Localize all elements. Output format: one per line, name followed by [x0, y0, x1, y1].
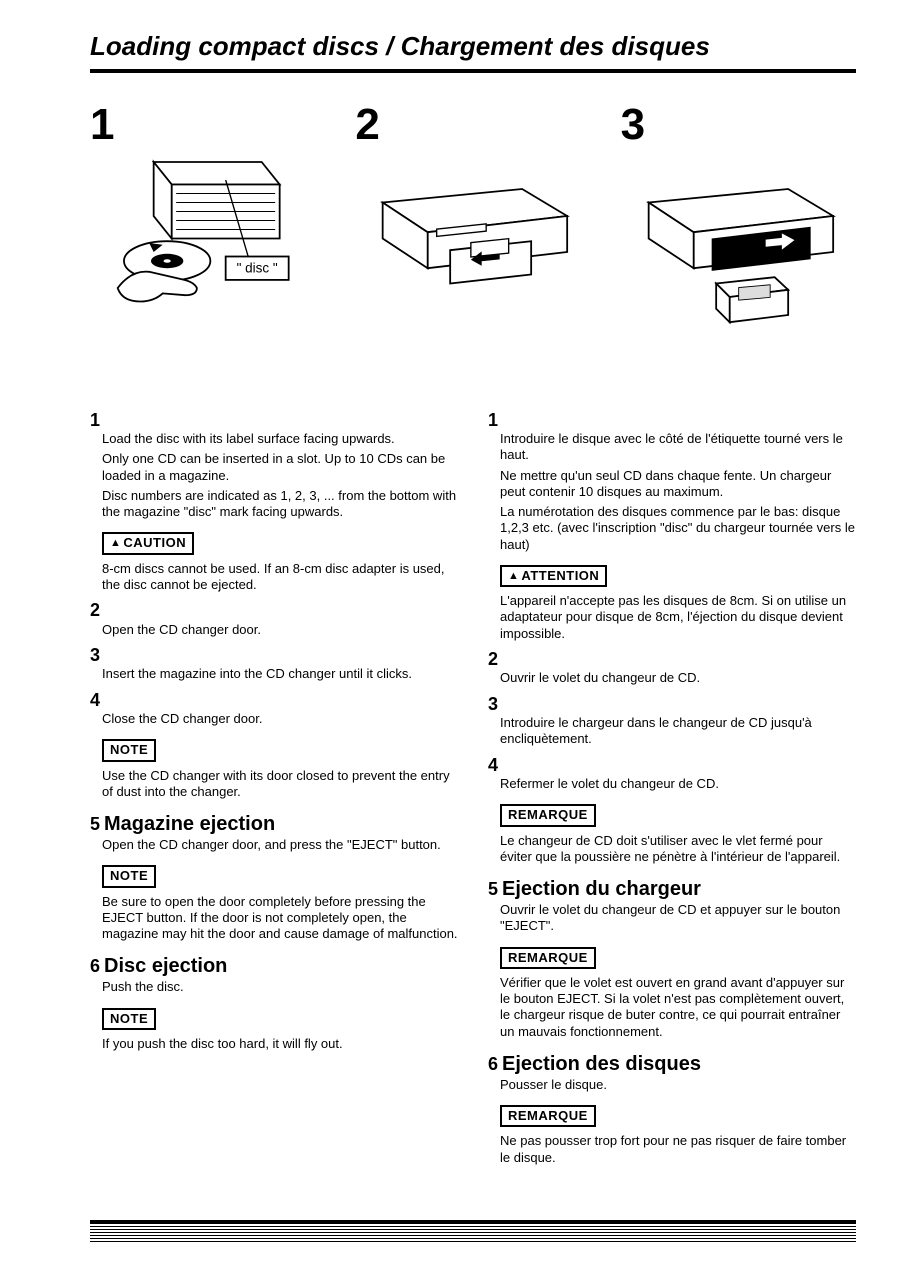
english-column: 1 Load the disc with its label surface f…: [90, 403, 458, 1170]
french-column: 1 Introduire le disque avec le côté de l…: [488, 403, 856, 1170]
fr-step6-text: Pousser le disque.: [500, 1077, 856, 1093]
en-step2-text: Open the CD changer door.: [102, 622, 458, 638]
fr-step5-head: Ejection du chargeur: [502, 877, 701, 902]
figure-2-illustration: [355, 153, 590, 333]
figure-1-number: 1: [90, 103, 325, 147]
en-note3-text: If you push the disc too hard, it will f…: [102, 1036, 458, 1052]
en-step6-num: 6: [90, 955, 100, 978]
note1-badge: NOTE: [102, 739, 156, 761]
remarque3-badge: REMARQUE: [500, 1105, 596, 1127]
fr-step6-head: Ejection des disques: [502, 1052, 701, 1077]
remarque2-badge: REMARQUE: [500, 947, 596, 969]
fr-step1-p3: La numérotation des disques commence par…: [500, 504, 856, 553]
note2-badge: NOTE: [102, 865, 156, 887]
text-columns: 1 Load the disc with its label surface f…: [90, 403, 856, 1170]
caution-badge: CAUTION: [102, 532, 194, 554]
figure-2: 2: [355, 103, 590, 333]
note3-badge: NOTE: [102, 1008, 156, 1030]
en-note2-text: Be sure to open the door completely befo…: [102, 894, 458, 943]
figure-3: 3: [621, 103, 856, 333]
footer-scan-artifact: [90, 1220, 856, 1242]
en-step4-num: 4: [90, 689, 458, 712]
en-step3-num: 3: [90, 644, 458, 667]
fr-step2-num: 2: [488, 648, 856, 671]
en-step5-head: Magazine ejection: [104, 812, 275, 837]
fr-step2-text: Ouvrir le volet du changeur de CD.: [500, 670, 856, 686]
fr-step3-text: Introduire le chargeur dans le changeur …: [500, 715, 856, 748]
en-step1-p2: Only one CD can be inserted in a slot. U…: [102, 451, 458, 484]
fr-step3-num: 3: [488, 693, 856, 716]
attention-badge: ATTENTION: [500, 565, 607, 587]
figure-1: 1 " disc ": [90, 103, 325, 333]
en-step2-num: 2: [90, 599, 458, 622]
fr-rem2-text: Vérifier que le volet est ouvert en gran…: [500, 975, 856, 1040]
disc-label-text: " disc ": [237, 260, 278, 275]
en-step5-num: 5: [90, 813, 100, 836]
fr-step1-p2: Ne mettre qu'un seul CD dans chaque fent…: [500, 468, 856, 501]
fr-rem1-text: Le changeur de CD doit s'utiliser avec l…: [500, 833, 856, 866]
en-step1-p1: Load the disc with its label surface fac…: [102, 431, 458, 447]
page-title: Loading compact discs / Chargement des d…: [90, 30, 856, 73]
en-step6-head: Disc ejection: [104, 954, 227, 979]
en-caution-text: 8-cm discs cannot be used. If an 8-cm di…: [102, 561, 458, 594]
remarque1-badge: REMARQUE: [500, 804, 596, 826]
figures-row: 1 " disc " 2: [90, 103, 856, 333]
en-step6-text: Push the disc.: [102, 979, 458, 995]
fr-step1-p1: Introduire le disque avec le côté de l'é…: [500, 431, 856, 464]
fr-rem3-text: Ne pas pousser trop fort pour ne pas ris…: [500, 1133, 856, 1166]
figure-3-number: 3: [621, 103, 856, 147]
en-step1-p3: Disc numbers are indicated as 1, 2, 3, .…: [102, 488, 458, 521]
fr-step4-text: Refermer le volet du changeur de CD.: [500, 776, 856, 792]
en-step1-num: 1: [90, 409, 458, 432]
en-step3-text: Insert the magazine into the CD changer …: [102, 666, 458, 682]
fr-step1-num: 1: [488, 409, 856, 432]
fr-attention-text: L'appareil n'accepte pas les disques de …: [500, 593, 856, 642]
figure-2-number: 2: [355, 103, 590, 147]
en-step5-text: Open the CD changer door, and press the …: [102, 837, 458, 853]
figure-3-illustration: [621, 153, 856, 333]
en-note1-text: Use the CD changer with its door closed …: [102, 768, 458, 801]
fr-step4-num: 4: [488, 754, 856, 777]
fr-step5-num: 5: [488, 878, 498, 901]
fr-step6-num: 6: [488, 1053, 498, 1076]
figure-1-illustration: " disc ": [90, 153, 325, 333]
en-step4-text: Close the CD changer door.: [102, 711, 458, 727]
fr-step5-text: Ouvrir le volet du changeur de CD et app…: [500, 902, 856, 935]
